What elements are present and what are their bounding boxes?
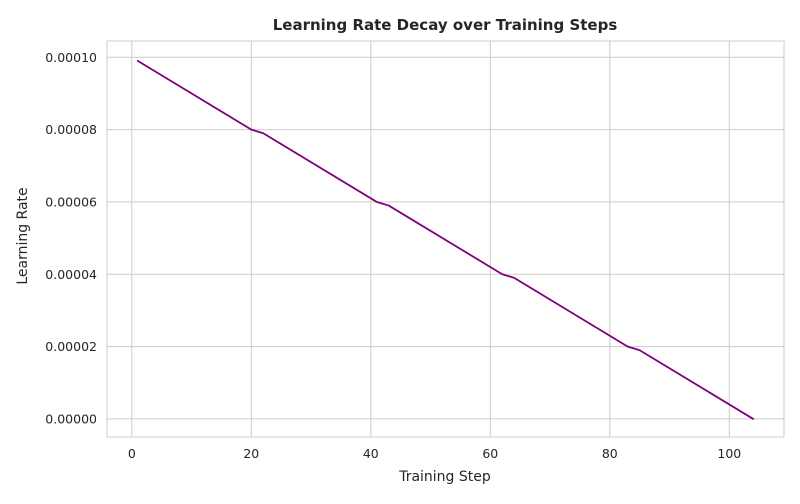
y-tick-label: 0.00000 [45,411,97,426]
y-tick-label: 0.00006 [45,194,97,209]
plot-frame [106,40,785,438]
x-tick-label: 20 [243,446,259,461]
learning-rate-line [136,59,755,420]
y-tick-label: 0.00010 [45,50,97,65]
x-tick-label: 0 [128,446,136,461]
y-tick-label: 0.00008 [45,122,97,137]
x-tick-label: 60 [482,446,498,461]
y-axis-label: Learning Rate [15,187,31,284]
x-axis-label: Training Step [398,469,491,485]
tick-labels: 0 20 40 60 80 100 0.00000 0.00002 0.00004 0.00006… [45,50,741,461]
chart-title: Learning Rate Decay over Training Steps [273,16,618,34]
y-tick-label: 0.00004 [45,267,97,282]
x-tick-label: 80 [602,446,618,461]
y-tick-label: 0.00002 [45,339,97,354]
x-tick-label: 40 [363,446,379,461]
x-tick-label: 100 [717,446,741,461]
grid-lines [107,41,784,437]
series-layer [136,59,755,420]
